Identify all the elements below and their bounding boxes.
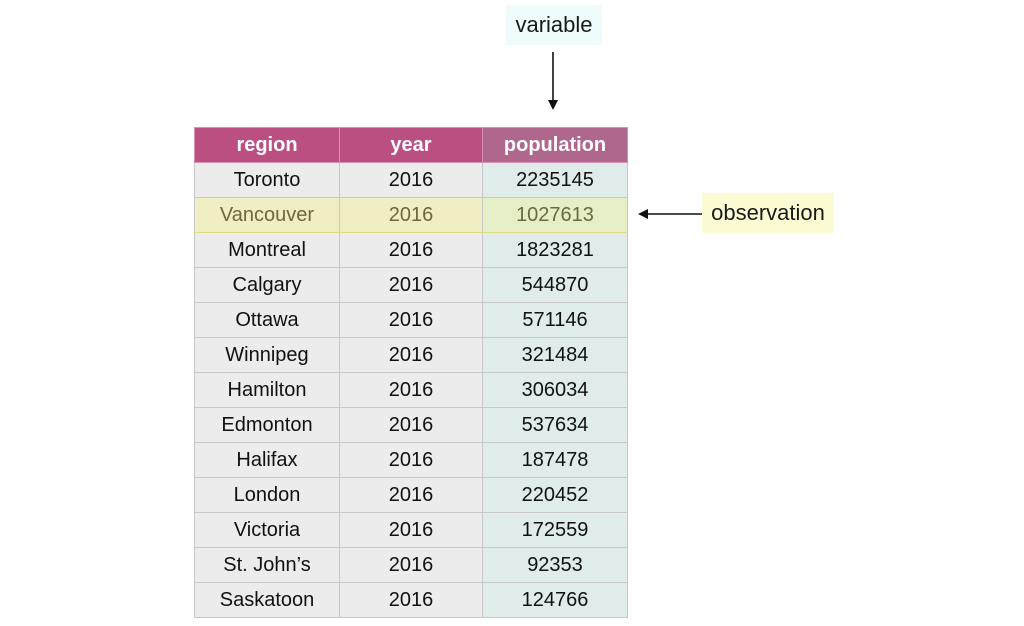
year-cell: 2016 (339, 372, 483, 408)
table-row: Victoria 2016 172559 (194, 512, 628, 548)
population-cell: 172559 (482, 512, 628, 548)
population-cell: 187478 (482, 442, 628, 478)
table-row: Ottawa 2016 571146 (194, 302, 628, 338)
observation-label: observation (702, 193, 834, 233)
variable-label: variable (506, 5, 602, 45)
population-cell: 321484 (482, 337, 628, 373)
year-cell: 2016 (339, 582, 483, 618)
table-row: Saskatoon 2016 124766 (194, 582, 628, 618)
header-row: region year population (194, 127, 628, 163)
year-cell: 2016 (339, 232, 483, 268)
year-cell: 2016 (339, 407, 483, 443)
year-cell: 2016 (339, 162, 483, 198)
region-cell: Saskatoon (194, 582, 340, 618)
region-cell: Montreal (194, 232, 340, 268)
observation-row: Vancouver 2016 1027613 (194, 197, 628, 233)
region-cell: Calgary (194, 267, 340, 303)
population-cell: 220452 (482, 477, 628, 513)
region-cell: Hamilton (194, 372, 340, 408)
population-cell: 306034 (482, 372, 628, 408)
region-cell: Winnipeg (194, 337, 340, 373)
table-row: St. John’s 2016 92353 (194, 547, 628, 583)
population-cell: 124766 (482, 582, 628, 618)
year-cell: 2016 (339, 302, 483, 338)
population-cell: 571146 (482, 302, 628, 338)
region-cell: Halifax (194, 442, 340, 478)
table-row: London 2016 220452 (194, 477, 628, 513)
year-cell: 2016 (339, 267, 483, 303)
data-table: region year population Toronto 2016 223514… (194, 127, 628, 618)
year-cell: 2016 (339, 197, 483, 233)
year-cell: 2016 (339, 477, 483, 513)
population-cell: 544870 (482, 267, 628, 303)
table-row: Hamilton 2016 306034 (194, 372, 628, 408)
region-cell: Vancouver (194, 197, 340, 233)
population-cell: 92353 (482, 547, 628, 583)
region-cell: Edmonton (194, 407, 340, 443)
year-cell: 2016 (339, 547, 483, 583)
table-row: Halifax 2016 187478 (194, 442, 628, 478)
table-row: Edmonton 2016 537634 (194, 407, 628, 443)
table-row: Toronto 2016 2235145 (194, 162, 628, 198)
population-cell: 1823281 (482, 232, 628, 268)
region-cell: Victoria (194, 512, 340, 548)
header-population: population (482, 127, 628, 163)
population-cell: 1027613 (482, 197, 628, 233)
population-cell: 537634 (482, 407, 628, 443)
table-row: Winnipeg 2016 321484 (194, 337, 628, 373)
table-row: Montreal 2016 1823281 (194, 232, 628, 268)
year-cell: 2016 (339, 512, 483, 548)
table-row: Calgary 2016 544870 (194, 267, 628, 303)
header-region: region (194, 127, 340, 163)
year-cell: 2016 (339, 337, 483, 373)
region-cell: St. John’s (194, 547, 340, 583)
region-cell: London (194, 477, 340, 513)
table-body: Toronto 2016 2235145 Vancouver 2016 1027613 Mo… (194, 162, 628, 618)
population-cell: 2235145 (482, 162, 628, 198)
region-cell: Toronto (194, 162, 340, 198)
region-cell: Ottawa (194, 302, 340, 338)
header-year: year (339, 127, 483, 163)
year-cell: 2016 (339, 442, 483, 478)
